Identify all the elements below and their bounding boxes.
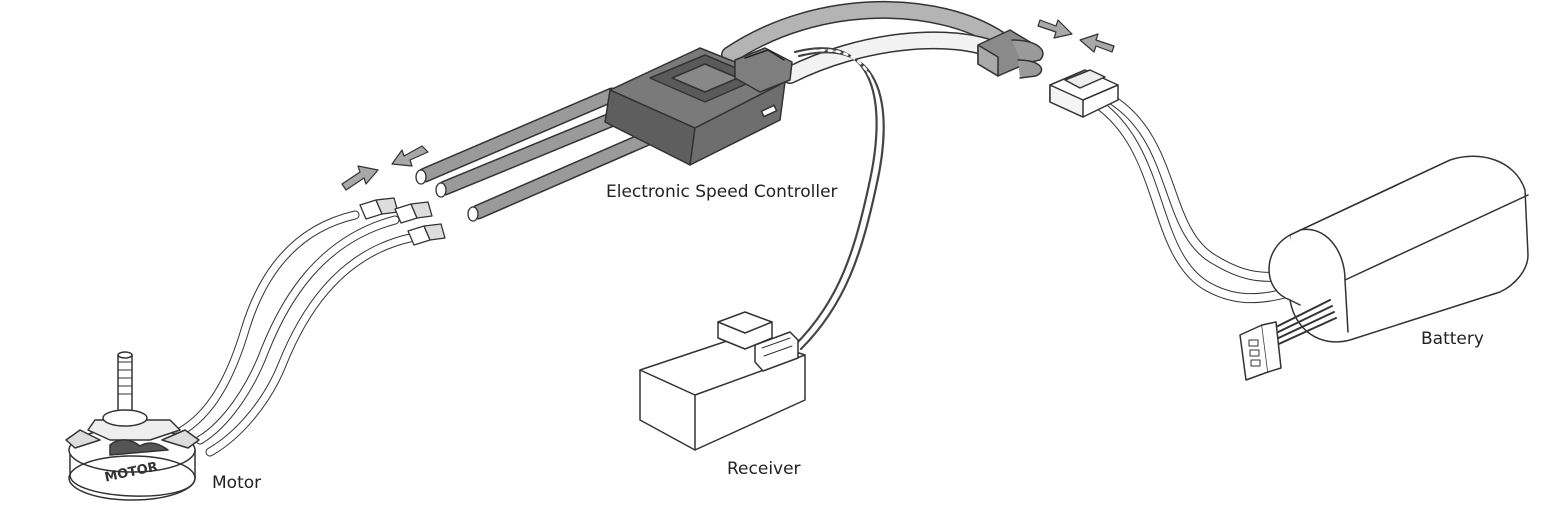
receiver-signal-wire [793, 47, 885, 351]
motor-label: Motor [212, 473, 262, 493]
esc-label: Electronic Speed Controller [606, 182, 838, 202]
arrow-battery-in [1037, 19, 1073, 39]
battery-connector [1049, 69, 1119, 118]
receiver-box [639, 311, 806, 451]
esc-body [604, 47, 793, 166]
arrow-motor-out [391, 145, 429, 167]
receiver-label: Receiver [727, 459, 801, 479]
battery-label: Battery [1421, 329, 1484, 349]
arrow-motor-in [341, 165, 379, 191]
motor-bullet-connectors [359, 197, 446, 246]
motor-body [65, 351, 200, 501]
esc-xt-connector [977, 29, 1044, 79]
battery-pack [1268, 155, 1529, 343]
esc-motor-leads [415, 87, 663, 222]
motor-wires [175, 210, 415, 457]
battery-balance-lead [1239, 299, 1337, 381]
battery-leads [1087, 87, 1295, 304]
arrow-battery-out [1079, 33, 1115, 53]
